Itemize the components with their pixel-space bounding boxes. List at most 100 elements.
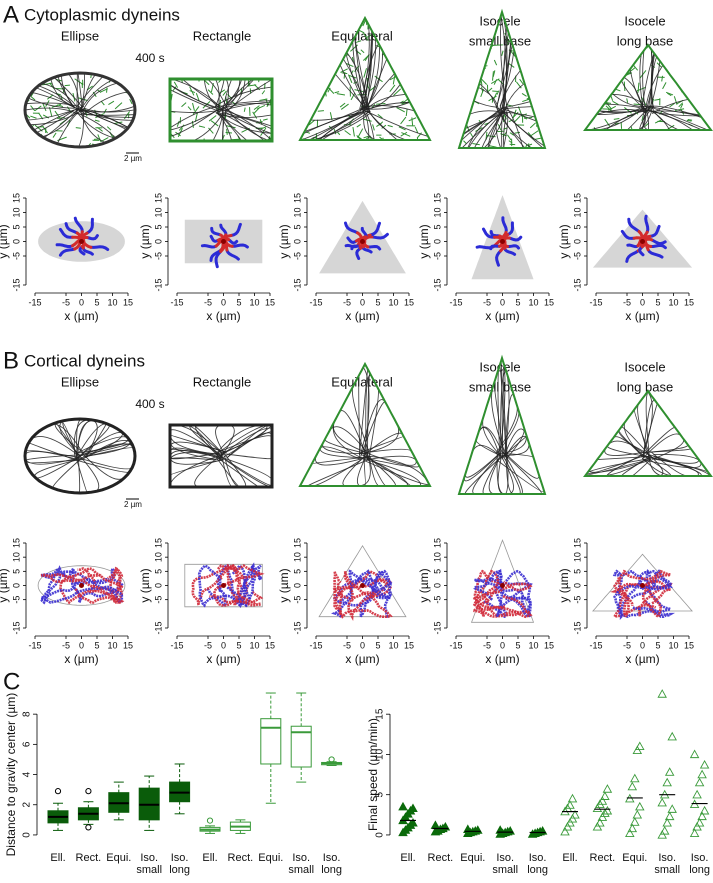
green-fiber xyxy=(246,61,250,67)
green-fiber xyxy=(408,14,412,16)
y-tick-label: 0 xyxy=(572,583,582,588)
microtubule xyxy=(648,60,661,111)
green-fiber xyxy=(192,102,195,111)
green-fiber xyxy=(535,30,540,35)
green-fiber xyxy=(433,99,441,102)
green-fiber xyxy=(436,15,441,16)
green-fiber xyxy=(585,50,589,58)
green-fiber xyxy=(436,108,441,112)
green-fiber xyxy=(181,102,187,108)
x-tick-label: 10 xyxy=(528,297,538,307)
green-fiber xyxy=(370,173,375,178)
green-fiber xyxy=(385,168,388,175)
green-fiber xyxy=(11,155,15,160)
green-fiber xyxy=(407,144,409,150)
microtubule xyxy=(68,73,80,109)
green-fiber xyxy=(114,76,120,79)
green-fiber xyxy=(668,140,672,145)
green-fiber xyxy=(541,36,545,45)
green-fiber xyxy=(351,13,356,14)
outlier xyxy=(85,788,92,795)
green-fiber xyxy=(616,11,620,17)
green-fiber xyxy=(370,157,379,161)
trajectory xyxy=(225,248,240,261)
trajectory xyxy=(85,217,94,235)
green-fiber xyxy=(404,159,412,163)
green-fiber xyxy=(277,44,286,48)
fiber-image xyxy=(170,425,272,487)
green-fiber xyxy=(313,169,315,174)
green-fiber xyxy=(686,119,692,122)
green-fiber xyxy=(644,149,649,157)
x-tick-label: 15 xyxy=(265,640,275,650)
microtubule xyxy=(170,89,219,112)
microtubule xyxy=(363,112,376,140)
green-fiber xyxy=(695,177,699,183)
category-label: Equi. xyxy=(460,852,486,864)
green-fiber xyxy=(210,208,215,217)
green-fiber xyxy=(418,11,424,13)
green-fiber xyxy=(340,103,349,110)
green-fiber xyxy=(167,38,173,40)
green-fiber xyxy=(344,130,351,136)
green-fiber xyxy=(222,150,231,155)
y-tick-label: -5 xyxy=(572,252,582,260)
green-fiber xyxy=(46,155,47,160)
green-fiber xyxy=(279,27,286,33)
green-fiber xyxy=(561,204,569,206)
trajectory xyxy=(626,243,640,249)
microtubule xyxy=(640,113,646,130)
green-fiber xyxy=(108,100,115,105)
green-fiber xyxy=(295,182,297,185)
green-fiber xyxy=(228,208,234,212)
green-fiber xyxy=(276,105,285,107)
green-fiber xyxy=(435,150,442,157)
green-fiber xyxy=(457,175,461,181)
trajectory xyxy=(506,221,515,237)
green-fiber xyxy=(366,160,367,166)
green-fiber xyxy=(705,102,711,108)
green-fiber xyxy=(182,161,183,166)
green-fiber xyxy=(615,63,626,68)
green-fiber xyxy=(461,194,466,197)
origin-dot xyxy=(221,583,226,588)
green-fiber xyxy=(563,29,567,30)
green-fiber xyxy=(146,153,153,157)
green-fiber xyxy=(614,62,622,67)
green-fiber xyxy=(608,25,611,33)
microtubule xyxy=(216,112,233,141)
green-fiber xyxy=(10,31,13,38)
green-fiber xyxy=(596,154,600,156)
green-fiber xyxy=(187,146,191,154)
green-fiber xyxy=(383,44,387,54)
green-fiber xyxy=(133,77,135,83)
green-fiber xyxy=(613,156,619,157)
green-fiber xyxy=(331,196,337,197)
green-fiber xyxy=(50,41,57,48)
green-fiber xyxy=(637,82,640,93)
green-fiber xyxy=(340,68,348,73)
x-tick-label: 0 xyxy=(500,640,505,650)
green-fiber xyxy=(306,62,312,68)
green-fiber xyxy=(46,27,47,34)
green-fiber xyxy=(533,208,540,211)
green-fiber xyxy=(235,174,243,177)
green-fiber xyxy=(291,127,293,131)
green-fiber xyxy=(449,143,452,151)
green-fiber xyxy=(200,52,208,55)
green-fiber xyxy=(126,52,131,53)
x-tick-label: 5 xyxy=(655,297,660,307)
green-fiber xyxy=(609,195,617,198)
green-fiber xyxy=(622,53,632,57)
green-fiber xyxy=(281,57,285,65)
green-fiber xyxy=(432,166,433,173)
origin-dot xyxy=(79,239,84,244)
green-fiber xyxy=(207,65,213,66)
green-fiber xyxy=(459,156,461,162)
shape-label: Ellipse xyxy=(61,28,99,43)
green-fiber xyxy=(143,82,144,89)
microtubule xyxy=(342,455,366,486)
microtubule xyxy=(648,105,708,130)
green-fiber xyxy=(571,60,580,62)
green-fiber xyxy=(250,154,254,157)
